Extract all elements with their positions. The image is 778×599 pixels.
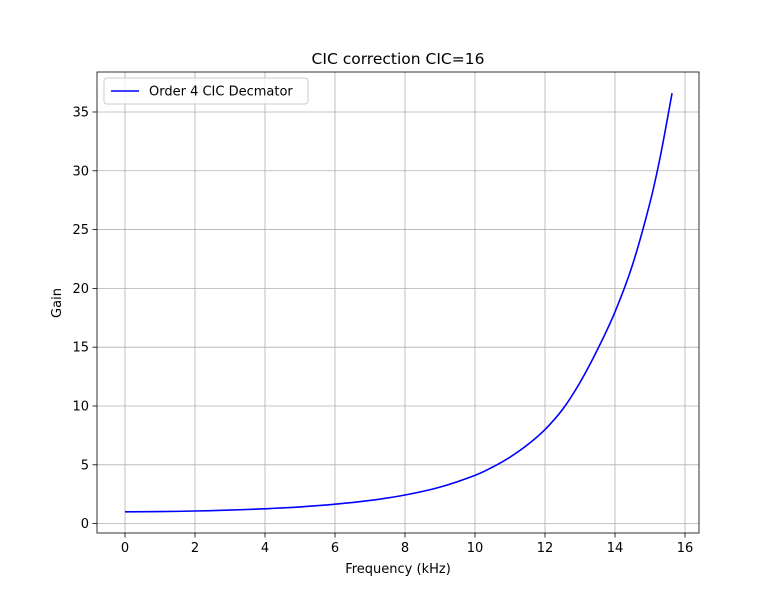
x-axis-ticks: 0 2 4 6 8 10 12 14 16 [121,533,693,556]
x-tick-label: 12 [537,541,554,556]
grid-lines [97,72,699,533]
y-tick-label: 0 [81,517,89,532]
x-tick-label: 0 [121,541,129,556]
x-axis-label: Frequency (kHz) [345,562,451,577]
legend-box [103,77,309,105]
x-tick-label: 4 [261,541,269,556]
y-tick-label: 25 [72,223,89,238]
y-tick-label: 35 [72,105,89,120]
chart-title: CIC correction CIC=16 [312,50,485,68]
y-tick-label: 30 [72,164,89,179]
y-tick-label: 10 [72,399,89,414]
y-tick-label: 20 [72,282,89,297]
x-tick-label: 16 [677,541,694,556]
x-tick-label: 8 [401,541,409,556]
y-axis-ticks: 0 5 10 15 20 25 30 35 [72,105,97,532]
axes-frame [96,71,700,534]
x-tick-label: 14 [607,541,624,556]
y-tick-label: 15 [72,341,89,356]
x-tick-label: 6 [331,541,339,556]
y-axis-label: Gain [50,288,65,318]
x-tick-label: 10 [467,541,484,556]
x-tick-label: 2 [191,541,199,556]
legend-label: Order 4 CIC Decmator [149,85,293,100]
legend: Order 4 CIC Decmator [103,77,309,105]
series-line [124,93,673,513]
y-tick-label: 5 [81,458,89,473]
plot-area [124,93,673,513]
